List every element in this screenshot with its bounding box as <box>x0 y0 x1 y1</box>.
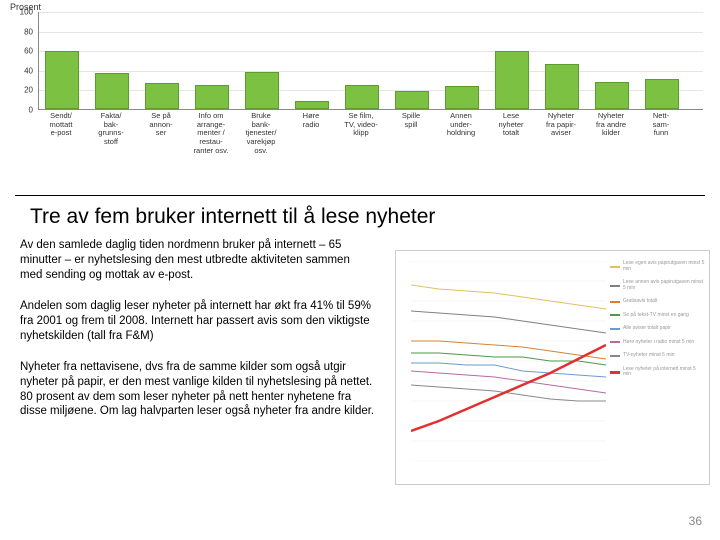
y-tick: 80 <box>24 27 33 36</box>
legend-item: Lese annen avis papirutgaven minst 5 min <box>610 280 705 291</box>
line-chart: Lese egen avis papirutgaven minst 5 min L… <box>395 250 710 485</box>
bar <box>445 86 479 109</box>
bar <box>595 82 629 109</box>
legend-label: Alle aviser totalt papir <box>623 326 671 332</box>
legend-swatch <box>610 301 620 303</box>
x-label: Nett-sam-funn <box>637 112 685 138</box>
legend-item: Høre nyheter i radio minst 5 min <box>610 340 705 346</box>
paragraph: Av den samlede daglig tiden nordmenn bru… <box>20 238 375 283</box>
x-label: Se påannon-ser <box>137 112 185 138</box>
legend-swatch <box>610 314 620 316</box>
legend-label: Gratisavis totalt <box>623 299 657 305</box>
line-plot <box>411 261 606 461</box>
bar <box>245 72 279 109</box>
x-label: Nyheterfra andrekilder <box>587 112 635 138</box>
legend-swatch <box>610 341 620 343</box>
bar <box>545 64 579 109</box>
legend-label: TV-nyheter minst 5 min <box>623 353 674 359</box>
bar <box>495 51 529 109</box>
y-tick: 60 <box>24 47 33 56</box>
legend-label: Lese egen avis papirutgaven minst 5 min <box>623 261 705 272</box>
y-tick: 100 <box>20 8 33 17</box>
series-line <box>411 345 606 431</box>
bar <box>145 83 179 109</box>
legend-item: Gratisavis totalt <box>610 299 705 305</box>
legend: Lese egen avis papirutgaven minst 5 min L… <box>610 261 705 386</box>
x-label: Nyheterfra papir-aviser <box>537 112 585 138</box>
y-tick: 0 <box>29 106 33 115</box>
legend-label: Lese annen avis papirutgaven minst 5 min <box>623 280 705 291</box>
series-line <box>411 341 606 359</box>
y-tick: 40 <box>24 66 33 75</box>
legend-item: Lese egen avis papirutgaven minst 5 min <box>610 261 705 272</box>
series-line <box>411 363 606 377</box>
legend-label: Se på tekst-TV minst en gang <box>623 313 689 319</box>
bar <box>395 91 429 109</box>
legend-item: Alle aviser totalt papir <box>610 326 705 332</box>
paragraph: Andelen som daglig leser nyheter på inte… <box>20 299 375 344</box>
legend-swatch <box>610 371 620 374</box>
paragraph: Nyheter fra nettavisene, dvs fra de samm… <box>20 360 375 420</box>
legend-item: Lese nyheter på internett minst 5 min <box>610 367 705 378</box>
legend-item: Se på tekst-TV minst en gang <box>610 313 705 319</box>
bar-plot <box>38 12 703 110</box>
section-divider <box>15 195 705 196</box>
legend-swatch <box>610 285 620 287</box>
legend-label: Lese nyheter på internett minst 5 min <box>623 367 705 378</box>
y-tick: 20 <box>24 86 33 95</box>
bar <box>45 51 79 109</box>
headline: Tre av fem bruker internett til å lese n… <box>30 205 435 229</box>
x-label: Info omarrange-menter /restau-ranter osv… <box>187 112 235 155</box>
y-ticks: 020406080100 <box>10 12 35 110</box>
x-label: Spillespill <box>387 112 435 129</box>
bar <box>295 101 329 109</box>
bar <box>95 73 129 109</box>
page-number: 36 <box>689 514 702 528</box>
x-label: Lesenyhetertotalt <box>487 112 535 138</box>
legend-swatch <box>610 266 620 268</box>
x-label: Høreradio <box>287 112 335 129</box>
x-label: Sendt/mottatte-post <box>37 112 85 138</box>
bar-chart: Prosent 020406080100 Sendt/mottatte-post… <box>10 0 710 175</box>
x-label: Fakta/bak-grunns-stoff <box>87 112 135 147</box>
series-line <box>411 385 606 401</box>
bar <box>195 85 229 109</box>
legend-swatch <box>610 328 620 330</box>
legend-label: Høre nyheter i radio minst 5 min <box>623 340 694 346</box>
series-line <box>411 311 606 333</box>
bar <box>645 79 679 109</box>
x-label: Brukebank-tjenester/varekjøposv. <box>237 112 285 155</box>
series-line <box>411 285 606 309</box>
body-text: Av den samlede daglig tiden nordmenn bru… <box>20 238 375 435</box>
x-label: Annenunder-holdning <box>437 112 485 138</box>
legend-item: TV-nyheter minst 5 min <box>610 353 705 359</box>
legend-swatch <box>610 355 620 357</box>
x-label: Se film,TV, video-klipp <box>337 112 385 138</box>
bar <box>345 85 379 110</box>
